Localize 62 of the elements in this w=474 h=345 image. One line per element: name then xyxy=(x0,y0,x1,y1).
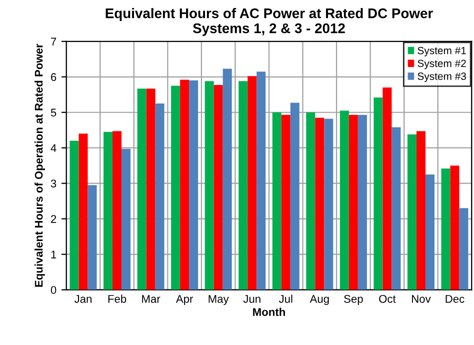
y-tick-label: 2 xyxy=(51,215,56,223)
y-tick-label: 5 xyxy=(50,108,56,117)
y-axis-title: Equivalent Hours of Operation at Rated Power xyxy=(34,44,45,287)
bar xyxy=(416,131,426,290)
bar xyxy=(171,86,180,290)
x-tick-label: Apr xyxy=(176,295,194,306)
bar xyxy=(248,76,257,290)
bar xyxy=(459,208,468,290)
y-tick-label: 6 xyxy=(51,73,56,82)
legend-label: System #1 xyxy=(418,46,466,56)
bar xyxy=(122,148,131,290)
bar xyxy=(392,127,401,290)
bar xyxy=(104,132,113,290)
y-tick-label: 0 xyxy=(50,286,56,294)
bar xyxy=(155,104,164,290)
bar xyxy=(272,112,282,290)
bar xyxy=(146,88,156,290)
x-axis-title: Month xyxy=(253,308,285,316)
y-tick-label: 1 xyxy=(51,250,56,258)
bar xyxy=(450,166,460,290)
bar xyxy=(78,134,88,290)
bar xyxy=(358,114,367,290)
bar xyxy=(281,114,290,290)
bar xyxy=(180,80,190,290)
legend-label: System #3 xyxy=(418,72,466,82)
bar xyxy=(340,110,349,290)
bar xyxy=(238,81,248,290)
y-tick-label: 7 xyxy=(51,38,56,46)
x-tick-label: Mar xyxy=(142,295,160,303)
bar xyxy=(70,140,79,290)
x-tick-label: Oct xyxy=(379,294,396,303)
bar xyxy=(204,81,214,290)
bar xyxy=(137,88,146,290)
bar xyxy=(222,68,232,290)
bar xyxy=(407,134,416,290)
bar xyxy=(382,88,392,290)
x-tick-label: May xyxy=(208,295,229,306)
bar xyxy=(441,168,450,290)
x-tick-label: Feb xyxy=(108,294,126,303)
x-tick-label: Dec xyxy=(446,295,464,303)
bar xyxy=(374,97,383,290)
bar xyxy=(324,118,334,290)
bar xyxy=(256,72,266,290)
bar xyxy=(425,174,434,290)
bar xyxy=(214,85,223,290)
legend-label: System #2 xyxy=(418,60,466,70)
x-tick-label: Aug xyxy=(310,295,329,306)
x-tick-label: Sep xyxy=(344,294,363,306)
bar xyxy=(348,114,358,290)
x-tick-label: Jan xyxy=(74,295,92,303)
bar xyxy=(88,185,97,290)
bar xyxy=(112,131,122,290)
chart-title: Equivalent Hours of AC Power at Rated DC Power Systems 1, 2 & 3 - 2012 xyxy=(106,8,433,36)
y-tick-label: 4 xyxy=(50,144,56,152)
bar xyxy=(315,118,324,290)
bar xyxy=(306,112,316,290)
y-tick-label: 3 xyxy=(50,180,56,188)
x-tick-label: Nov xyxy=(412,295,431,303)
bar xyxy=(290,102,300,290)
x-tick-label: Jun xyxy=(243,295,260,303)
bar xyxy=(189,80,198,290)
x-tick-label: Jul xyxy=(278,294,292,303)
